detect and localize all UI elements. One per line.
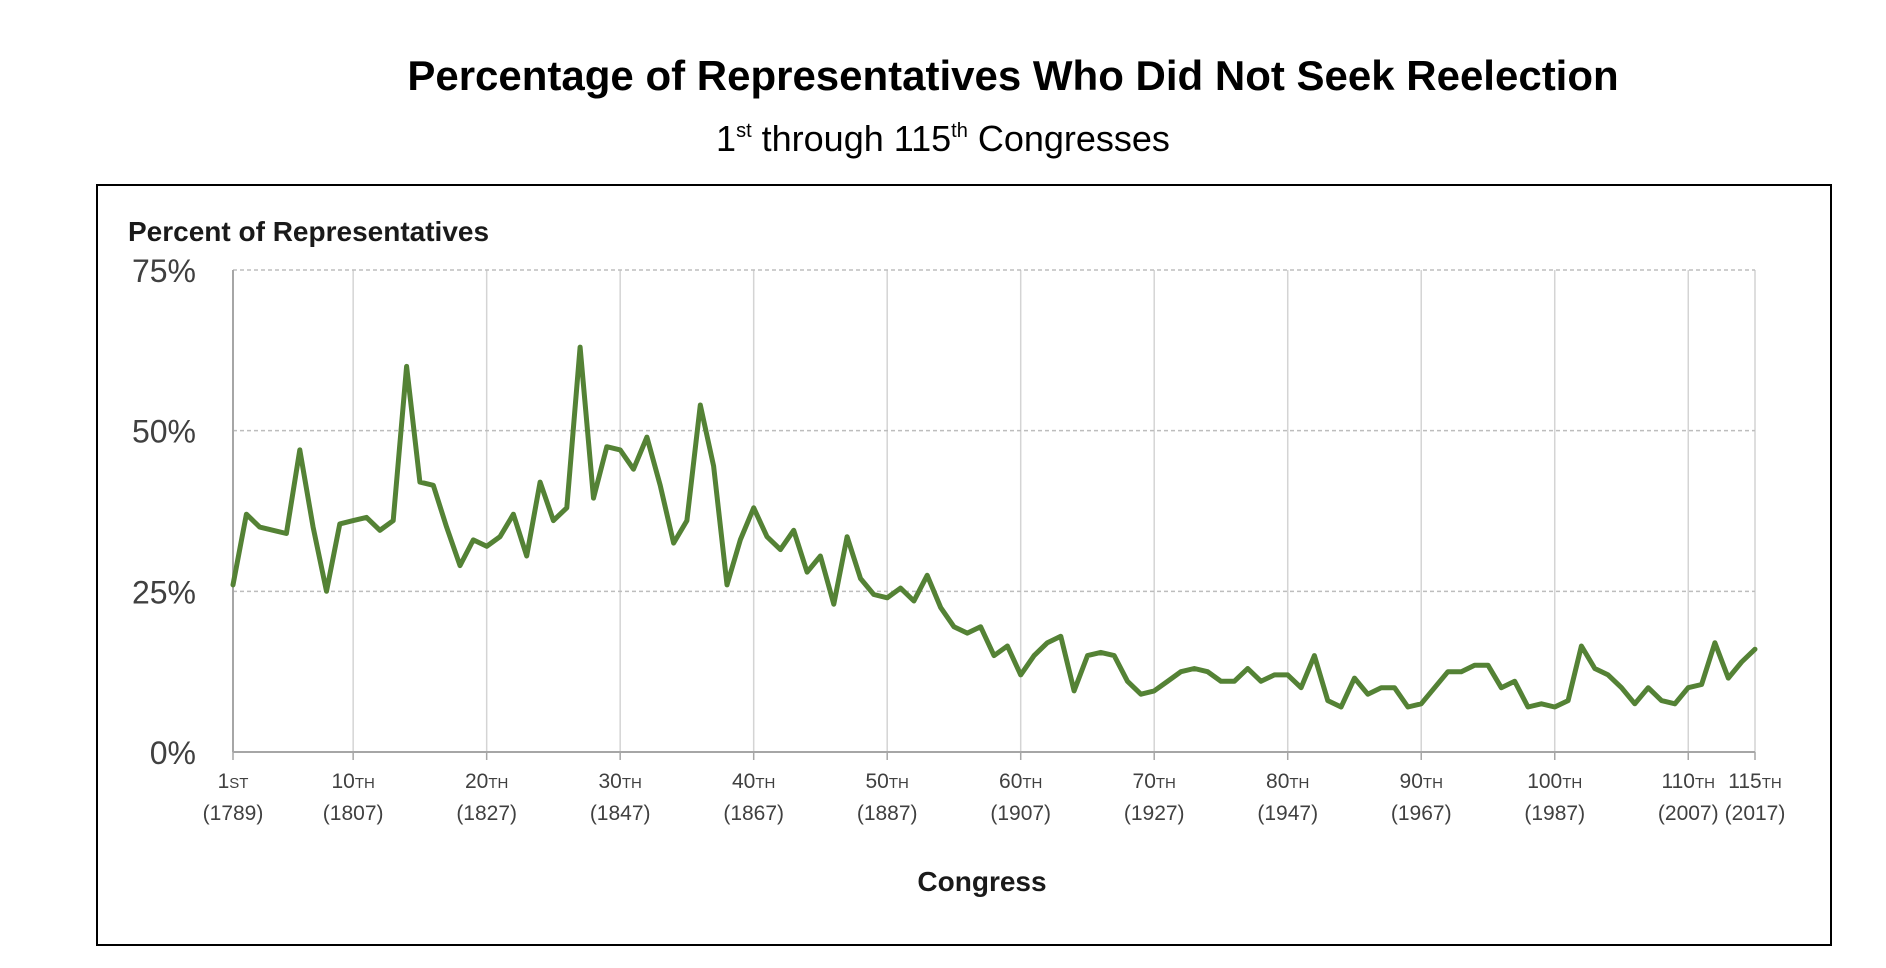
x-tick-year: (1807) [323, 802, 384, 825]
subtitle-part-3: Congresses [967, 118, 1170, 159]
x-tick-label: 60TH [999, 770, 1042, 793]
x-tick-year: (1967) [1391, 802, 1452, 825]
x-tick-year: (1789) [203, 802, 264, 825]
subtitle-part-2: through 115 [751, 118, 952, 159]
x-tick-year: (1867) [723, 802, 784, 825]
chart-frame [96, 184, 1832, 946]
x-tick-label: 20TH [465, 770, 508, 793]
subtitle-sup-1: st [736, 120, 752, 142]
axis-layer: 0% 25% 50% 75% 1ST (1789) 10TH (1807) 20TH (1827)… [132, 253, 1785, 825]
x-tick-label: 80TH [1266, 770, 1309, 793]
x-tick-label: 70TH [1133, 770, 1176, 793]
x-tick-label: 50TH [866, 770, 909, 793]
x-tick-year: (2007) [1658, 802, 1719, 825]
x-tick-label: 10TH [331, 770, 374, 793]
x-tick-label: 90TH [1400, 770, 1443, 793]
subtitle-sup-2: th [951, 120, 968, 142]
y-tick-label: 50% [132, 414, 196, 450]
y-axis-label: Percent of Representatives [128, 216, 489, 247]
x-tick-year: (1887) [857, 802, 918, 825]
chart-title: Percentage of Representatives Who Did No… [407, 52, 1619, 99]
x-tick-year: (1907) [990, 802, 1051, 825]
x-tick-year: (1827) [456, 802, 517, 825]
x-tick-label: 100TH [1527, 770, 1582, 793]
grid-layer [232, 269, 1756, 752]
x-tick-label: 40TH [732, 770, 775, 793]
y-tick-label: 0% [150, 735, 196, 771]
x-tick-year: (1947) [1257, 802, 1318, 825]
chart-subtitle: 1st through 115th Congresses [0, 118, 1886, 160]
y-tick-label: 75% [132, 253, 196, 289]
x-tick-label: 30TH [598, 770, 641, 793]
x-tick-label: 110TH [1662, 770, 1715, 793]
x-tick-year: (2017) [1725, 802, 1786, 825]
x-tick-year: (1847) [590, 802, 651, 825]
x-tick-label: 115TH [1728, 770, 1781, 793]
x-tick-label: 1ST [218, 770, 249, 793]
x-axis-label: Congress [917, 866, 1046, 897]
series-line [230, 344, 1758, 710]
x-tick-year: (1987) [1524, 802, 1585, 825]
subtitle-part-1: 1 [716, 118, 737, 159]
y-tick-label: 25% [132, 574, 196, 610]
series-layer [230, 344, 1758, 710]
x-tick-year: (1927) [1124, 802, 1185, 825]
